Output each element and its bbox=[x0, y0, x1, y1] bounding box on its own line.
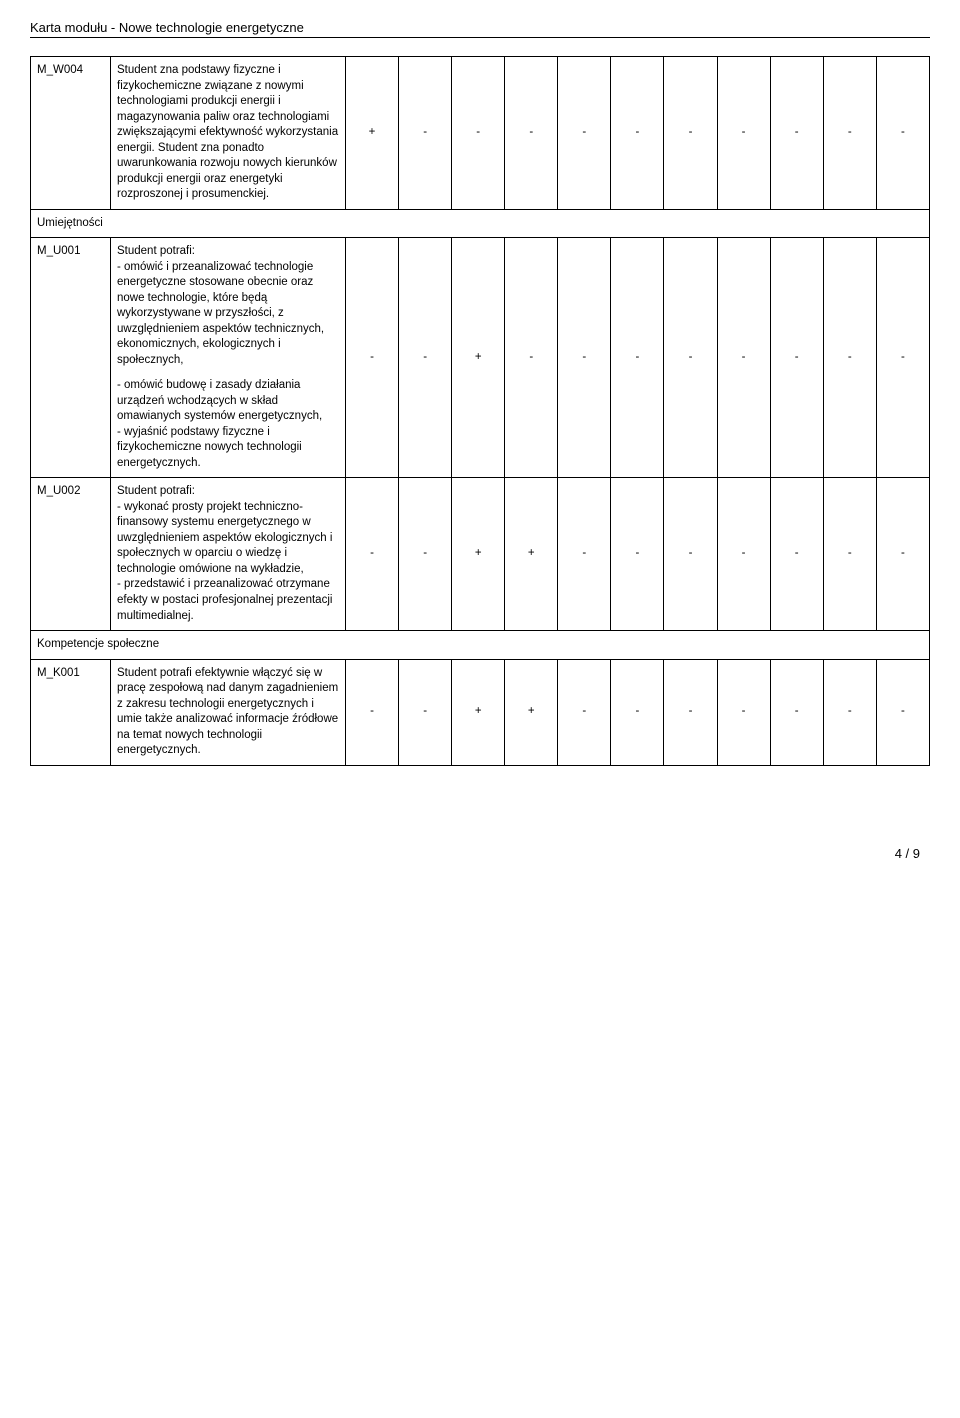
mark-cell: + bbox=[505, 659, 558, 765]
mark-cell: - bbox=[558, 478, 611, 631]
mark-cell: - bbox=[611, 659, 664, 765]
code-cell: M_K001 bbox=[31, 659, 111, 765]
mark-cell: - bbox=[505, 238, 558, 478]
mark-cell: - bbox=[399, 238, 452, 478]
mark-cell: - bbox=[664, 57, 717, 210]
mark-cell: - bbox=[558, 659, 611, 765]
mark-cell: + bbox=[452, 478, 505, 631]
mark-cell: - bbox=[611, 57, 664, 210]
mark-cell: - bbox=[717, 57, 770, 210]
section-label: Umiejętności bbox=[31, 209, 930, 238]
desc-cell: Student potrafi efektywnie włączyć się w… bbox=[111, 659, 346, 765]
mark-cell: - bbox=[717, 478, 770, 631]
mark-cell: - bbox=[452, 57, 505, 210]
mark-cell: + bbox=[452, 238, 505, 478]
mark-cell: - bbox=[346, 238, 399, 478]
mark-cell: - bbox=[876, 659, 929, 765]
desc-cell: Student potrafi: - wykonać prosty projek… bbox=[111, 478, 346, 631]
page-number: 4 / 9 bbox=[30, 846, 930, 861]
mark-cell: + bbox=[505, 478, 558, 631]
section-label: Kompetencje społeczne bbox=[31, 631, 930, 660]
mark-cell: - bbox=[558, 57, 611, 210]
mark-cell: - bbox=[770, 238, 823, 478]
code-cell: M_U001 bbox=[31, 238, 111, 478]
mark-cell: - bbox=[399, 57, 452, 210]
mark-cell: - bbox=[876, 478, 929, 631]
mark-cell: - bbox=[399, 478, 452, 631]
code-cell: M_W004 bbox=[31, 57, 111, 210]
section-kompetencje: Kompetencje społeczne bbox=[31, 631, 930, 660]
mark-cell: - bbox=[664, 238, 717, 478]
row-u001: M_U001 Student potrafi: - omówić i przea… bbox=[31, 238, 930, 478]
mark-cell: + bbox=[452, 659, 505, 765]
mark-cell: - bbox=[664, 659, 717, 765]
mark-cell: - bbox=[770, 57, 823, 210]
page-title: Karta modułu - Nowe technologie energety… bbox=[30, 20, 930, 38]
mark-cell: - bbox=[717, 659, 770, 765]
mark-cell: - bbox=[399, 659, 452, 765]
mark-cell: - bbox=[823, 57, 876, 210]
mark-cell: - bbox=[611, 238, 664, 478]
mark-cell: - bbox=[823, 478, 876, 631]
outcomes-table: M_W004 Student zna podstawy fizyczne i f… bbox=[30, 56, 930, 766]
mark-cell: - bbox=[823, 659, 876, 765]
mark-cell: - bbox=[770, 478, 823, 631]
desc-para: Student potrafi: - omówić i przeanalizow… bbox=[117, 244, 339, 368]
mark-cell: - bbox=[346, 478, 399, 631]
mark-cell: - bbox=[505, 57, 558, 210]
mark-cell: - bbox=[346, 659, 399, 765]
desc-cell: Student potrafi: - omówić i przeanalizow… bbox=[111, 238, 346, 478]
desc-cell: Student zna podstawy fizyczne i fizykoch… bbox=[111, 57, 346, 210]
row-w004: M_W004 Student zna podstawy fizyczne i f… bbox=[31, 57, 930, 210]
mark-cell: - bbox=[611, 478, 664, 631]
mark-cell: - bbox=[664, 478, 717, 631]
mark-cell: - bbox=[717, 238, 770, 478]
mark-cell: + bbox=[346, 57, 399, 210]
mark-cell: - bbox=[558, 238, 611, 478]
mark-cell: - bbox=[823, 238, 876, 478]
mark-cell: - bbox=[876, 238, 929, 478]
section-umiejetnosci: Umiejętności bbox=[31, 209, 930, 238]
row-u002: M_U002 Student potrafi: - wykonać prosty… bbox=[31, 478, 930, 631]
desc-para: - omówić budowę i zasady działania urząd… bbox=[117, 378, 339, 471]
mark-cell: - bbox=[876, 57, 929, 210]
mark-cell: - bbox=[770, 659, 823, 765]
row-k001: M_K001 Student potrafi efektywnie włączy… bbox=[31, 659, 930, 765]
code-cell: M_U002 bbox=[31, 478, 111, 631]
